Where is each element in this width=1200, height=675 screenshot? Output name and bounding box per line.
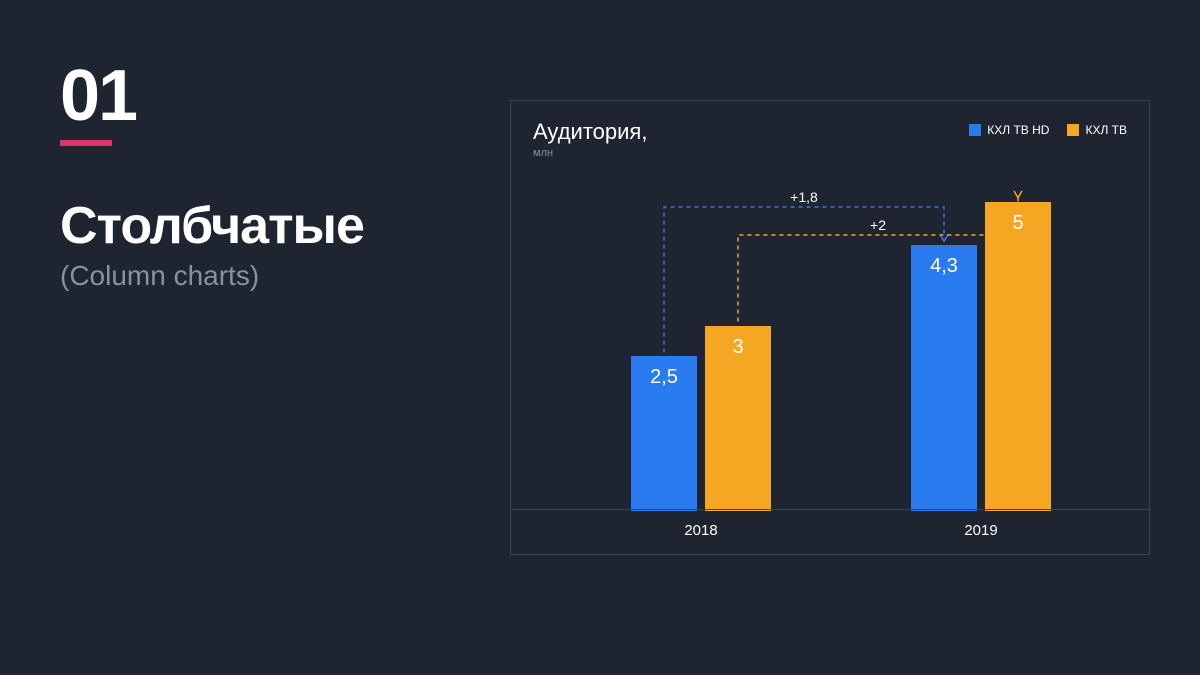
bar: 2,5 [631, 356, 697, 511]
chart-connectors [511, 171, 1151, 511]
bar: 5 [985, 202, 1051, 511]
xaxis-label: 2018 [684, 522, 717, 539]
chart-legend: КХЛ ТВ HD КХЛ ТВ [969, 119, 1127, 137]
legend-item: КХЛ ТВ HD [969, 123, 1049, 137]
chart-header: Аудитория, млн КХЛ ТВ HD КХЛ ТВ [511, 101, 1149, 159]
section-number: 01 [60, 60, 364, 132]
delta-label: +1,8 [790, 189, 818, 205]
bar-value-label: 3 [705, 336, 771, 359]
bar: 3 [705, 326, 771, 511]
section-underline [60, 140, 112, 146]
legend-item: КХЛ ТВ [1067, 123, 1127, 137]
chart-xaxis: 2018 2019 [511, 509, 1151, 554]
bar-value-label: 2,5 [631, 366, 697, 389]
legend-label: КХЛ ТВ [1085, 123, 1127, 137]
bar-value-label: 4,3 [911, 255, 977, 278]
section-title: Столбчатые [60, 196, 364, 256]
xaxis-label: 2019 [964, 522, 997, 539]
chart-panel: Аудитория, млн КХЛ ТВ HD КХЛ ТВ 2,5 3 4,3 5 +… [510, 100, 1150, 555]
legend-swatch [1067, 124, 1079, 136]
left-panel: 01 Столбчатые (Column charts) [60, 60, 364, 292]
section-subtitle: (Column charts) [60, 260, 364, 292]
chart-title: Аудитория, [533, 119, 647, 145]
bar: 4,3 [911, 245, 977, 511]
chart-title-block: Аудитория, млн [533, 119, 647, 159]
legend-swatch [969, 124, 981, 136]
legend-label: КХЛ ТВ HD [987, 123, 1049, 137]
chart-unit: млн [533, 147, 647, 159]
chart-plot: 2,5 3 4,3 5 +1,8 +2 [511, 171, 1151, 511]
bar-value-label: 5 [985, 212, 1051, 235]
delta-label: +2 [870, 217, 886, 233]
